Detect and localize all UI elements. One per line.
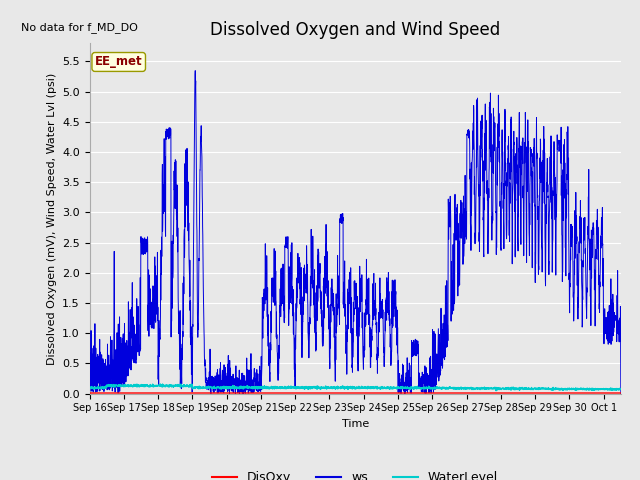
X-axis label: Time: Time bbox=[342, 419, 369, 429]
Y-axis label: Dissolved Oxygen (mV), Wind Speed, Water Lvl (psi): Dissolved Oxygen (mV), Wind Speed, Water… bbox=[47, 72, 56, 364]
Title: Dissolved Oxygen and Wind Speed: Dissolved Oxygen and Wind Speed bbox=[210, 21, 500, 39]
Text: No data for f_MD_DO: No data for f_MD_DO bbox=[20, 22, 138, 33]
Text: EE_met: EE_met bbox=[95, 56, 143, 69]
Legend: DisOxy, ws, WaterLevel: DisOxy, ws, WaterLevel bbox=[207, 467, 503, 480]
